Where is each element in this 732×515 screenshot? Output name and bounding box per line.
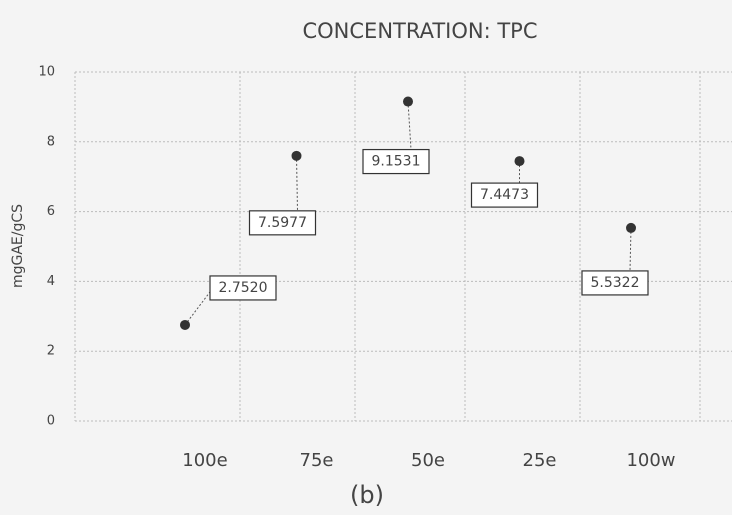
y-tick-label: 2 (47, 344, 55, 359)
label-box (362, 148, 430, 175)
x-tick-label: 100w (626, 450, 675, 471)
chart-title: CONCENTRATION: TPC (302, 19, 537, 43)
data-label: 9.1531 (372, 154, 421, 170)
point (403, 96, 413, 107)
point (291, 150, 302, 161)
data-label: 5.5322 (591, 275, 640, 291)
y-axis-label: mgGAE/gCS (10, 204, 26, 288)
y-tick-label: 6 (47, 204, 55, 219)
y-tick-label: 8 (47, 134, 55, 149)
y-tick-label: 4 (47, 274, 55, 289)
data-label: 7.5977 (258, 215, 307, 231)
label-box (209, 275, 277, 301)
y-tick-label: 0 (47, 414, 55, 429)
x-tick-label: 75e (300, 450, 334, 471)
leader-line (629, 227, 632, 271)
data-label: 2.7520 (219, 280, 268, 296)
label-box (470, 182, 539, 208)
leader-line (296, 155, 298, 211)
label-box (248, 210, 317, 236)
label-box (581, 270, 649, 296)
x-tick-label: 100e (182, 450, 227, 471)
y-tick-label: 10 (38, 65, 55, 80)
point (514, 156, 525, 167)
x-tick-label: 25e (523, 450, 557, 471)
point (626, 222, 636, 233)
x-tick-label: 50e (411, 450, 445, 471)
caption: (b) (350, 481, 384, 509)
leader-line (407, 101, 412, 150)
data-label: 7.4473 (480, 187, 529, 203)
point (180, 319, 190, 330)
